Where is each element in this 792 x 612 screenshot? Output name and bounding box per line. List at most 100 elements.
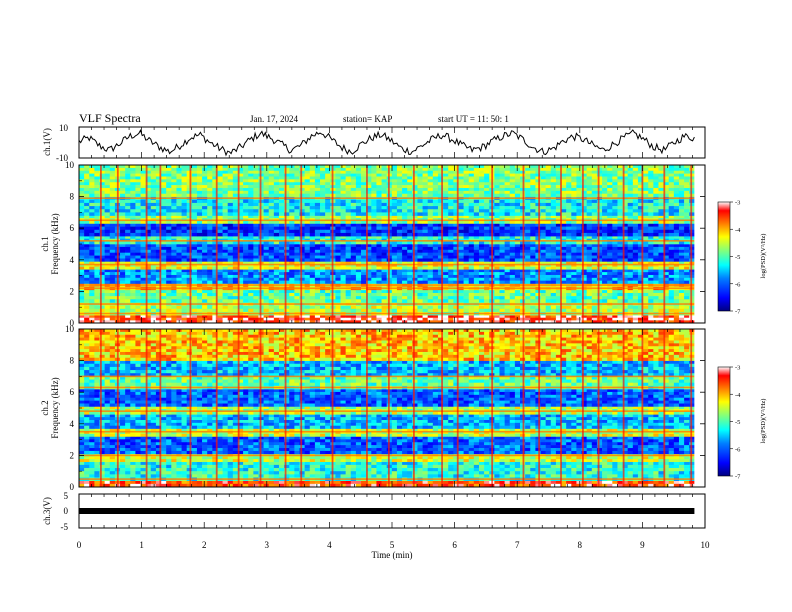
spectrogram-cell bbox=[186, 272, 193, 276]
spectrogram-cell bbox=[432, 317, 439, 321]
spectrogram-cell bbox=[581, 229, 587, 234]
spectrogram-cell bbox=[463, 236, 470, 240]
spectrogram-cell bbox=[273, 272, 280, 276]
spectrogram-cell bbox=[202, 244, 208, 248]
spectrogram-cell bbox=[345, 241, 352, 245]
spectrogram-cell bbox=[99, 199, 105, 204]
spectrogram-cell bbox=[309, 266, 316, 270]
spectrogram-cell bbox=[448, 315, 454, 319]
spectrogram-cell bbox=[494, 317, 500, 321]
spectrogram-cell bbox=[617, 226, 623, 231]
spectrogram-cell bbox=[545, 269, 552, 273]
spectrogram-cell bbox=[627, 289, 634, 294]
spectrogram-cell bbox=[309, 280, 316, 284]
spectrogram-cell bbox=[525, 292, 531, 297]
spectrogram-cell bbox=[453, 258, 459, 262]
spectrogram-cell bbox=[263, 220, 270, 224]
spectrogram-cell bbox=[79, 264, 85, 267]
spectrogram-cell bbox=[79, 206, 85, 210]
spectrogram-cell bbox=[345, 202, 352, 207]
spectrogram-cell bbox=[637, 246, 644, 251]
spectrogram-cell bbox=[289, 308, 295, 313]
spectrogram-cell bbox=[196, 249, 203, 253]
spectrogram-cell bbox=[586, 252, 593, 256]
spectrogram-cell bbox=[561, 246, 567, 251]
spectrogram-cell bbox=[504, 236, 511, 240]
spectrogram-cell bbox=[576, 215, 582, 219]
spectrogram-cell bbox=[627, 241, 634, 245]
spectrogram-cell bbox=[202, 296, 208, 300]
spectrogram-cell bbox=[361, 269, 367, 273]
spectrogram-cell bbox=[186, 289, 193, 294]
spectrogram-cell bbox=[263, 202, 270, 207]
spectrogram-cell bbox=[673, 223, 680, 227]
spectrogram-cell bbox=[278, 292, 285, 297]
spectrogram-cell bbox=[222, 226, 229, 231]
spectrogram-cell bbox=[463, 296, 470, 300]
spectrogram-cell bbox=[617, 258, 623, 262]
spectrogram-cell bbox=[130, 220, 136, 224]
spectrogram-cell bbox=[673, 249, 680, 253]
spectrogram-cell bbox=[653, 292, 659, 297]
spectrogram-cell bbox=[371, 266, 377, 270]
spectrogram-cell bbox=[202, 280, 208, 284]
spectrogram-cell bbox=[84, 226, 90, 231]
spectrogram-cell bbox=[525, 258, 531, 262]
spectrogram-cell bbox=[268, 320, 275, 323]
spectrogram-cell bbox=[237, 269, 244, 273]
spectrogram-cell bbox=[243, 258, 249, 262]
spectrogram-cell bbox=[304, 320, 311, 323]
spectrogram-cell bbox=[432, 305, 439, 310]
spectrogram-cell bbox=[545, 296, 552, 300]
spectrogram-cell bbox=[530, 261, 536, 265]
spectrogram-cell bbox=[140, 246, 146, 251]
spectrogram-cell bbox=[494, 269, 500, 273]
spectrogram-cell bbox=[304, 305, 311, 310]
spectrogram-cell bbox=[555, 226, 562, 231]
spectrogram-cell bbox=[181, 305, 187, 310]
spectrogram-cell bbox=[602, 215, 608, 219]
spectrogram-cell bbox=[607, 215, 613, 219]
spectrogram-cell bbox=[545, 280, 552, 284]
spectrogram-cell bbox=[540, 258, 546, 262]
spectrogram-cell bbox=[561, 244, 567, 248]
spectrogram-cell bbox=[427, 244, 434, 248]
spectrogram-cell bbox=[232, 292, 239, 297]
spectrogram-cell bbox=[99, 252, 105, 256]
spectrogram-cell bbox=[325, 261, 331, 265]
spectrogram-cell bbox=[171, 305, 177, 310]
spectrogram-cell bbox=[545, 272, 552, 276]
spectrogram-cell bbox=[550, 308, 557, 313]
spectrogram-cell bbox=[596, 277, 603, 281]
spectrogram-cell bbox=[125, 266, 131, 270]
spectrogram-cell bbox=[499, 261, 505, 265]
spectrogram-cell bbox=[361, 246, 367, 251]
spectrogram-cell bbox=[222, 255, 229, 259]
spectrogram-cell bbox=[596, 305, 603, 310]
spectrogram-cell bbox=[525, 280, 531, 284]
spectrogram-cell bbox=[484, 249, 490, 253]
spectrogram-cell bbox=[181, 315, 187, 319]
spectrogram-cell bbox=[325, 305, 331, 310]
spectrogram-cell bbox=[232, 252, 239, 256]
spectrogram-cell bbox=[643, 280, 649, 284]
spectrogram-cell bbox=[417, 241, 423, 245]
spectrogram-cell bbox=[653, 266, 659, 270]
spectrogram-cell bbox=[212, 280, 218, 284]
spectrogram-cell bbox=[530, 258, 536, 262]
spectrogram-cell bbox=[289, 241, 295, 245]
spectrogram-cell bbox=[417, 249, 423, 253]
spectrogram-cell bbox=[155, 280, 162, 284]
spectrogram-cell bbox=[191, 215, 198, 219]
spectrogram-cell bbox=[627, 315, 634, 319]
spectrogram-cell bbox=[499, 258, 505, 262]
spectrogram-cell bbox=[237, 308, 244, 313]
spectrogram-cell bbox=[243, 215, 249, 219]
spectrogram-cell bbox=[304, 202, 311, 207]
spectrogram-cell bbox=[340, 258, 346, 262]
spectrogram-cell bbox=[284, 274, 290, 279]
spectrogram-cell bbox=[217, 226, 223, 231]
spectrogram-cell bbox=[314, 255, 321, 259]
spectrogram-cell bbox=[443, 296, 449, 300]
spectrogram-cell bbox=[448, 264, 454, 267]
